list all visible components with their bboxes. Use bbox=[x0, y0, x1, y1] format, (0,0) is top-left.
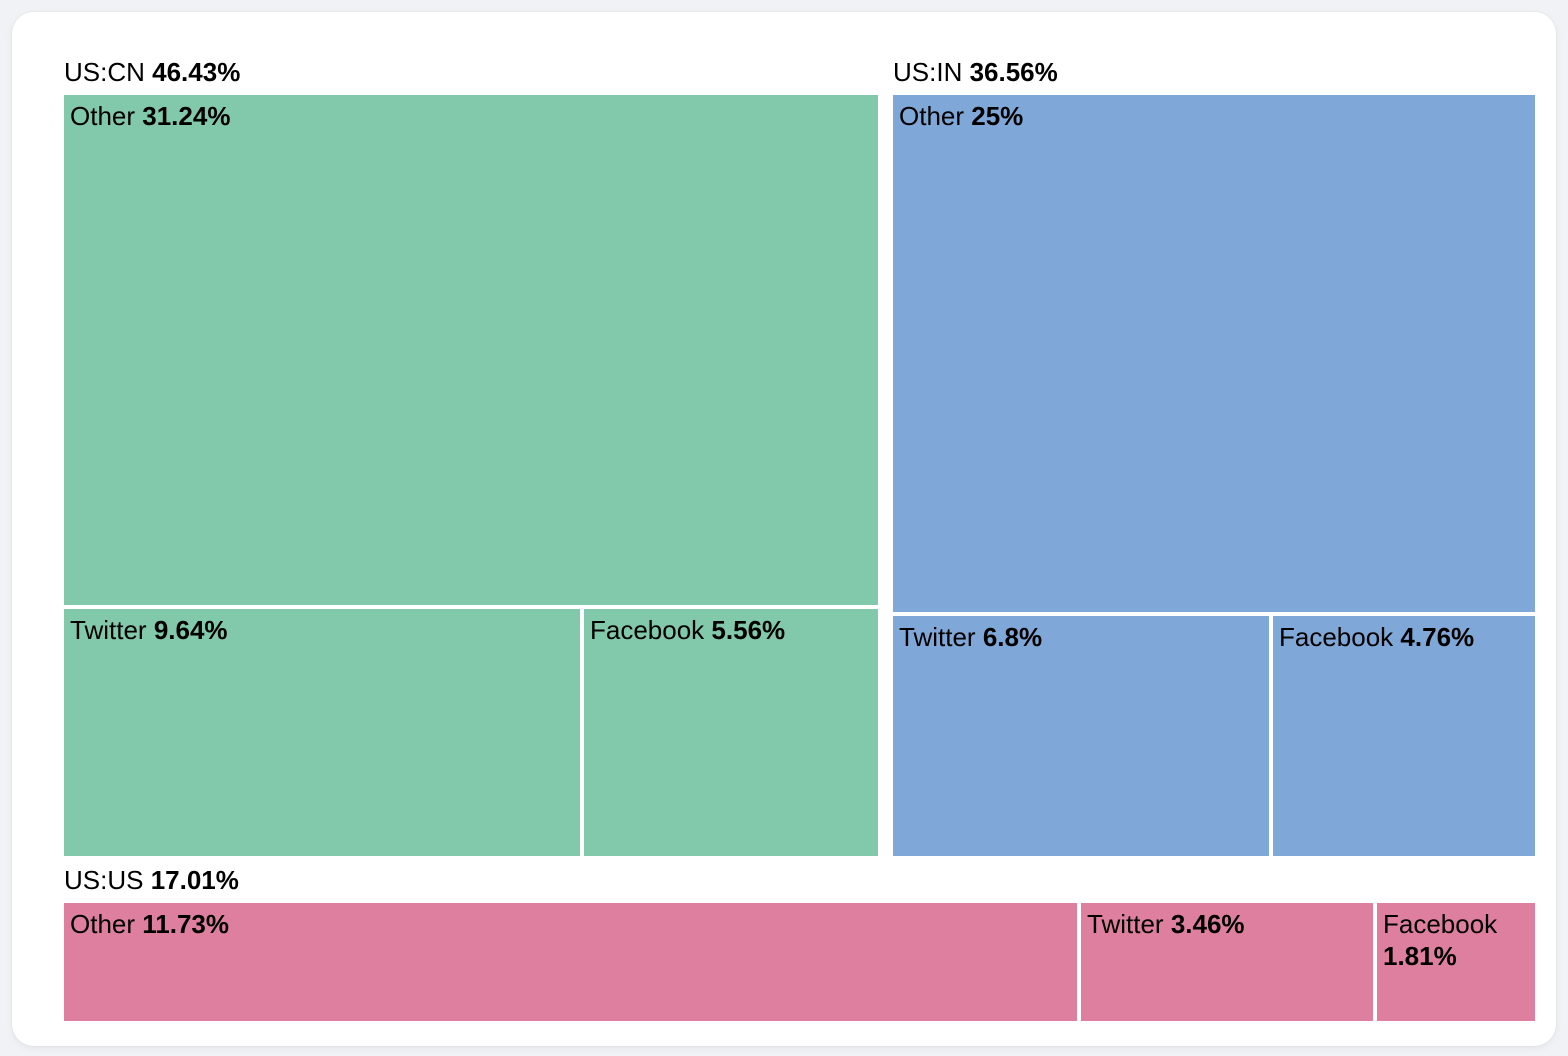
treemap-cell-us-cn-other[interactable]: Other 31.24% bbox=[64, 95, 878, 605]
cell-name: Other bbox=[899, 101, 965, 131]
treemap-card: US:CN 46.43% Other 31.24% Twitter 9.64% … bbox=[12, 12, 1556, 1046]
cell-value: 9.64% bbox=[153, 615, 228, 645]
treemap-cell-us-in-facebook[interactable]: Facebook 4.76% bbox=[1273, 616, 1535, 856]
cell-name: Facebook bbox=[590, 615, 705, 645]
cell-value: 5.56% bbox=[711, 615, 786, 645]
group-label-us-us: US:US 17.01% bbox=[64, 864, 239, 896]
group-name: US:US bbox=[64, 865, 144, 895]
group-value: 17.01% bbox=[150, 865, 239, 895]
cell-name: Twitter bbox=[1087, 909, 1164, 939]
group-name: US:CN bbox=[64, 57, 145, 87]
cell-value: 11.73% bbox=[142, 909, 230, 939]
cell-name: Twitter bbox=[70, 615, 147, 645]
cell-value: 4.76% bbox=[1400, 622, 1475, 652]
cell-value: 25% bbox=[971, 101, 1024, 131]
group-label-us-cn: US:CN 46.43% bbox=[64, 56, 240, 88]
treemap-cell-us-us-other[interactable]: Other 11.73% bbox=[64, 903, 1077, 1021]
cell-name: Twitter bbox=[899, 622, 976, 652]
cell-name: Facebook bbox=[1279, 622, 1394, 652]
cell-value: 1.81% bbox=[1383, 941, 1457, 971]
cell-name: Other bbox=[70, 909, 136, 939]
treemap-cell-us-us-facebook[interactable]: Facebook 1.81% bbox=[1377, 903, 1535, 1021]
group-name: US:IN bbox=[893, 57, 963, 87]
treemap-cell-us-in-twitter[interactable]: Twitter 6.8% bbox=[893, 616, 1269, 856]
treemap-cell-us-in-other[interactable]: Other 25% bbox=[893, 95, 1535, 612]
cell-value: 6.8% bbox=[982, 622, 1043, 652]
cell-value: 3.46% bbox=[1170, 909, 1245, 939]
group-value: 36.56% bbox=[969, 57, 1058, 87]
treemap-cell-us-cn-facebook[interactable]: Facebook 5.56% bbox=[584, 609, 878, 856]
group-label-us-in: US:IN 36.56% bbox=[893, 56, 1058, 88]
treemap-cell-us-cn-twitter[interactable]: Twitter 9.64% bbox=[64, 609, 580, 856]
cell-value: 31.24% bbox=[142, 101, 231, 131]
group-value: 46.43% bbox=[152, 57, 241, 87]
treemap-cell-us-us-twitter[interactable]: Twitter 3.46% bbox=[1081, 903, 1373, 1021]
cell-name: Other bbox=[70, 101, 136, 131]
cell-name: Facebook bbox=[1383, 909, 1498, 939]
